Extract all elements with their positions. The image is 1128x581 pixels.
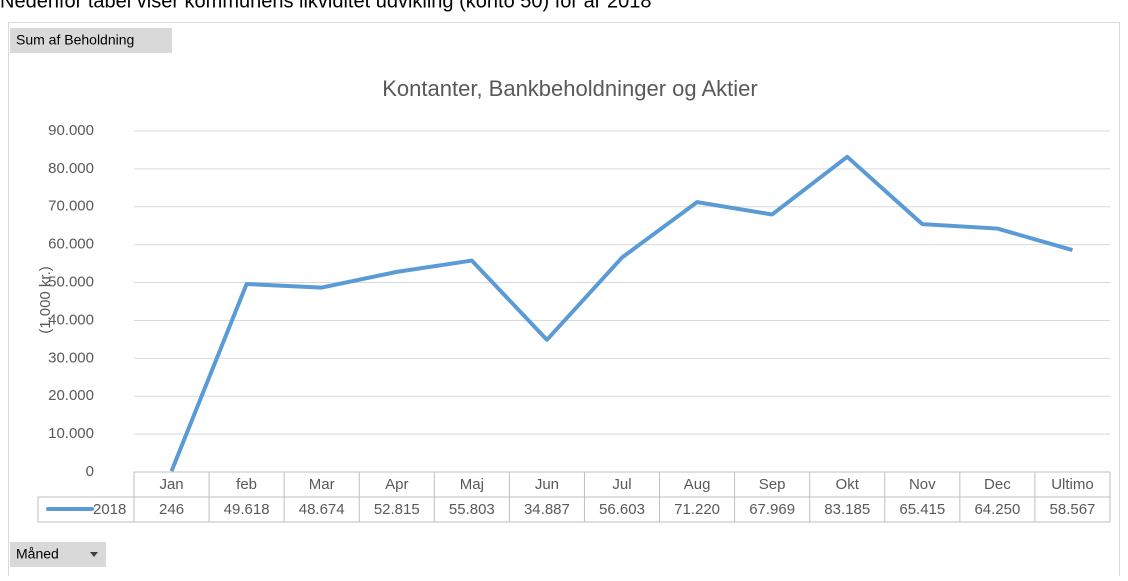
- x-tick-label: Jun: [535, 476, 559, 493]
- x-tick-label: Jul: [612, 476, 631, 493]
- data-table-value: 83.185: [824, 501, 870, 518]
- chart-frame: [8, 22, 1120, 581]
- y-tick-label: 80.000: [48, 160, 94, 177]
- data-table-value: 49.618: [224, 501, 270, 518]
- legend-label: 2018: [93, 501, 126, 518]
- data-table-value: 246: [159, 501, 184, 518]
- x-tick-label: Apr: [385, 476, 408, 493]
- dropdown-arrow: [90, 552, 98, 557]
- data-table-value: 67.969: [749, 501, 795, 518]
- data-table-value: 48.674: [299, 501, 345, 518]
- filter-button[interactable]: [10, 28, 172, 53]
- data-table-value: 58.567: [1050, 501, 1096, 518]
- filter-button-label: Sum af Beholdning: [16, 32, 134, 48]
- y-tick-label: 0: [86, 463, 94, 480]
- axis-button[interactable]: [10, 542, 106, 567]
- y-tick-label: 10.000: [48, 425, 94, 442]
- axis-button-label: Måned: [16, 546, 59, 562]
- y-axis-title: (1.000 kr.): [37, 266, 54, 334]
- data-table-value: 56.603: [599, 501, 645, 518]
- y-tick-label: 30.000: [48, 349, 94, 366]
- y-tick-label: 70.000: [48, 198, 94, 215]
- y-tick-label: 50.000: [48, 274, 94, 291]
- chart-title: Kontanter, Bankbeholdninger og Aktier: [382, 76, 758, 101]
- data-table-value: 55.803: [449, 501, 495, 518]
- y-tick-label: 60.000: [48, 236, 94, 253]
- data-table-value: 71.220: [674, 501, 720, 518]
- data-table-value: 34.887: [524, 501, 570, 518]
- x-tick-label: Ultimo: [1051, 476, 1094, 493]
- data-table-value: 52.815: [374, 501, 420, 518]
- intro-text: Nedenfor tabel viser kommunens likvidite…: [0, 0, 651, 12]
- y-tick-label: 90.000: [48, 122, 94, 139]
- x-tick-label: Sep: [759, 476, 786, 493]
- data-table-value: 64.250: [974, 501, 1020, 518]
- x-tick-label: Dec: [984, 476, 1011, 493]
- x-tick-label: Mar: [309, 476, 335, 493]
- y-tick-label: 40.000: [48, 311, 94, 328]
- x-tick-label: Jan: [159, 476, 183, 493]
- x-tick-label: Maj: [460, 476, 484, 493]
- data-table-value: 65.415: [899, 501, 945, 518]
- x-tick-label: Okt: [836, 476, 860, 493]
- x-tick-label: feb: [236, 476, 257, 493]
- data-line: [169, 154, 1074, 472]
- x-tick-label: Nov: [909, 476, 936, 493]
- y-tick-label: 20.000: [48, 387, 94, 404]
- x-tick-label: Aug: [684, 476, 711, 493]
